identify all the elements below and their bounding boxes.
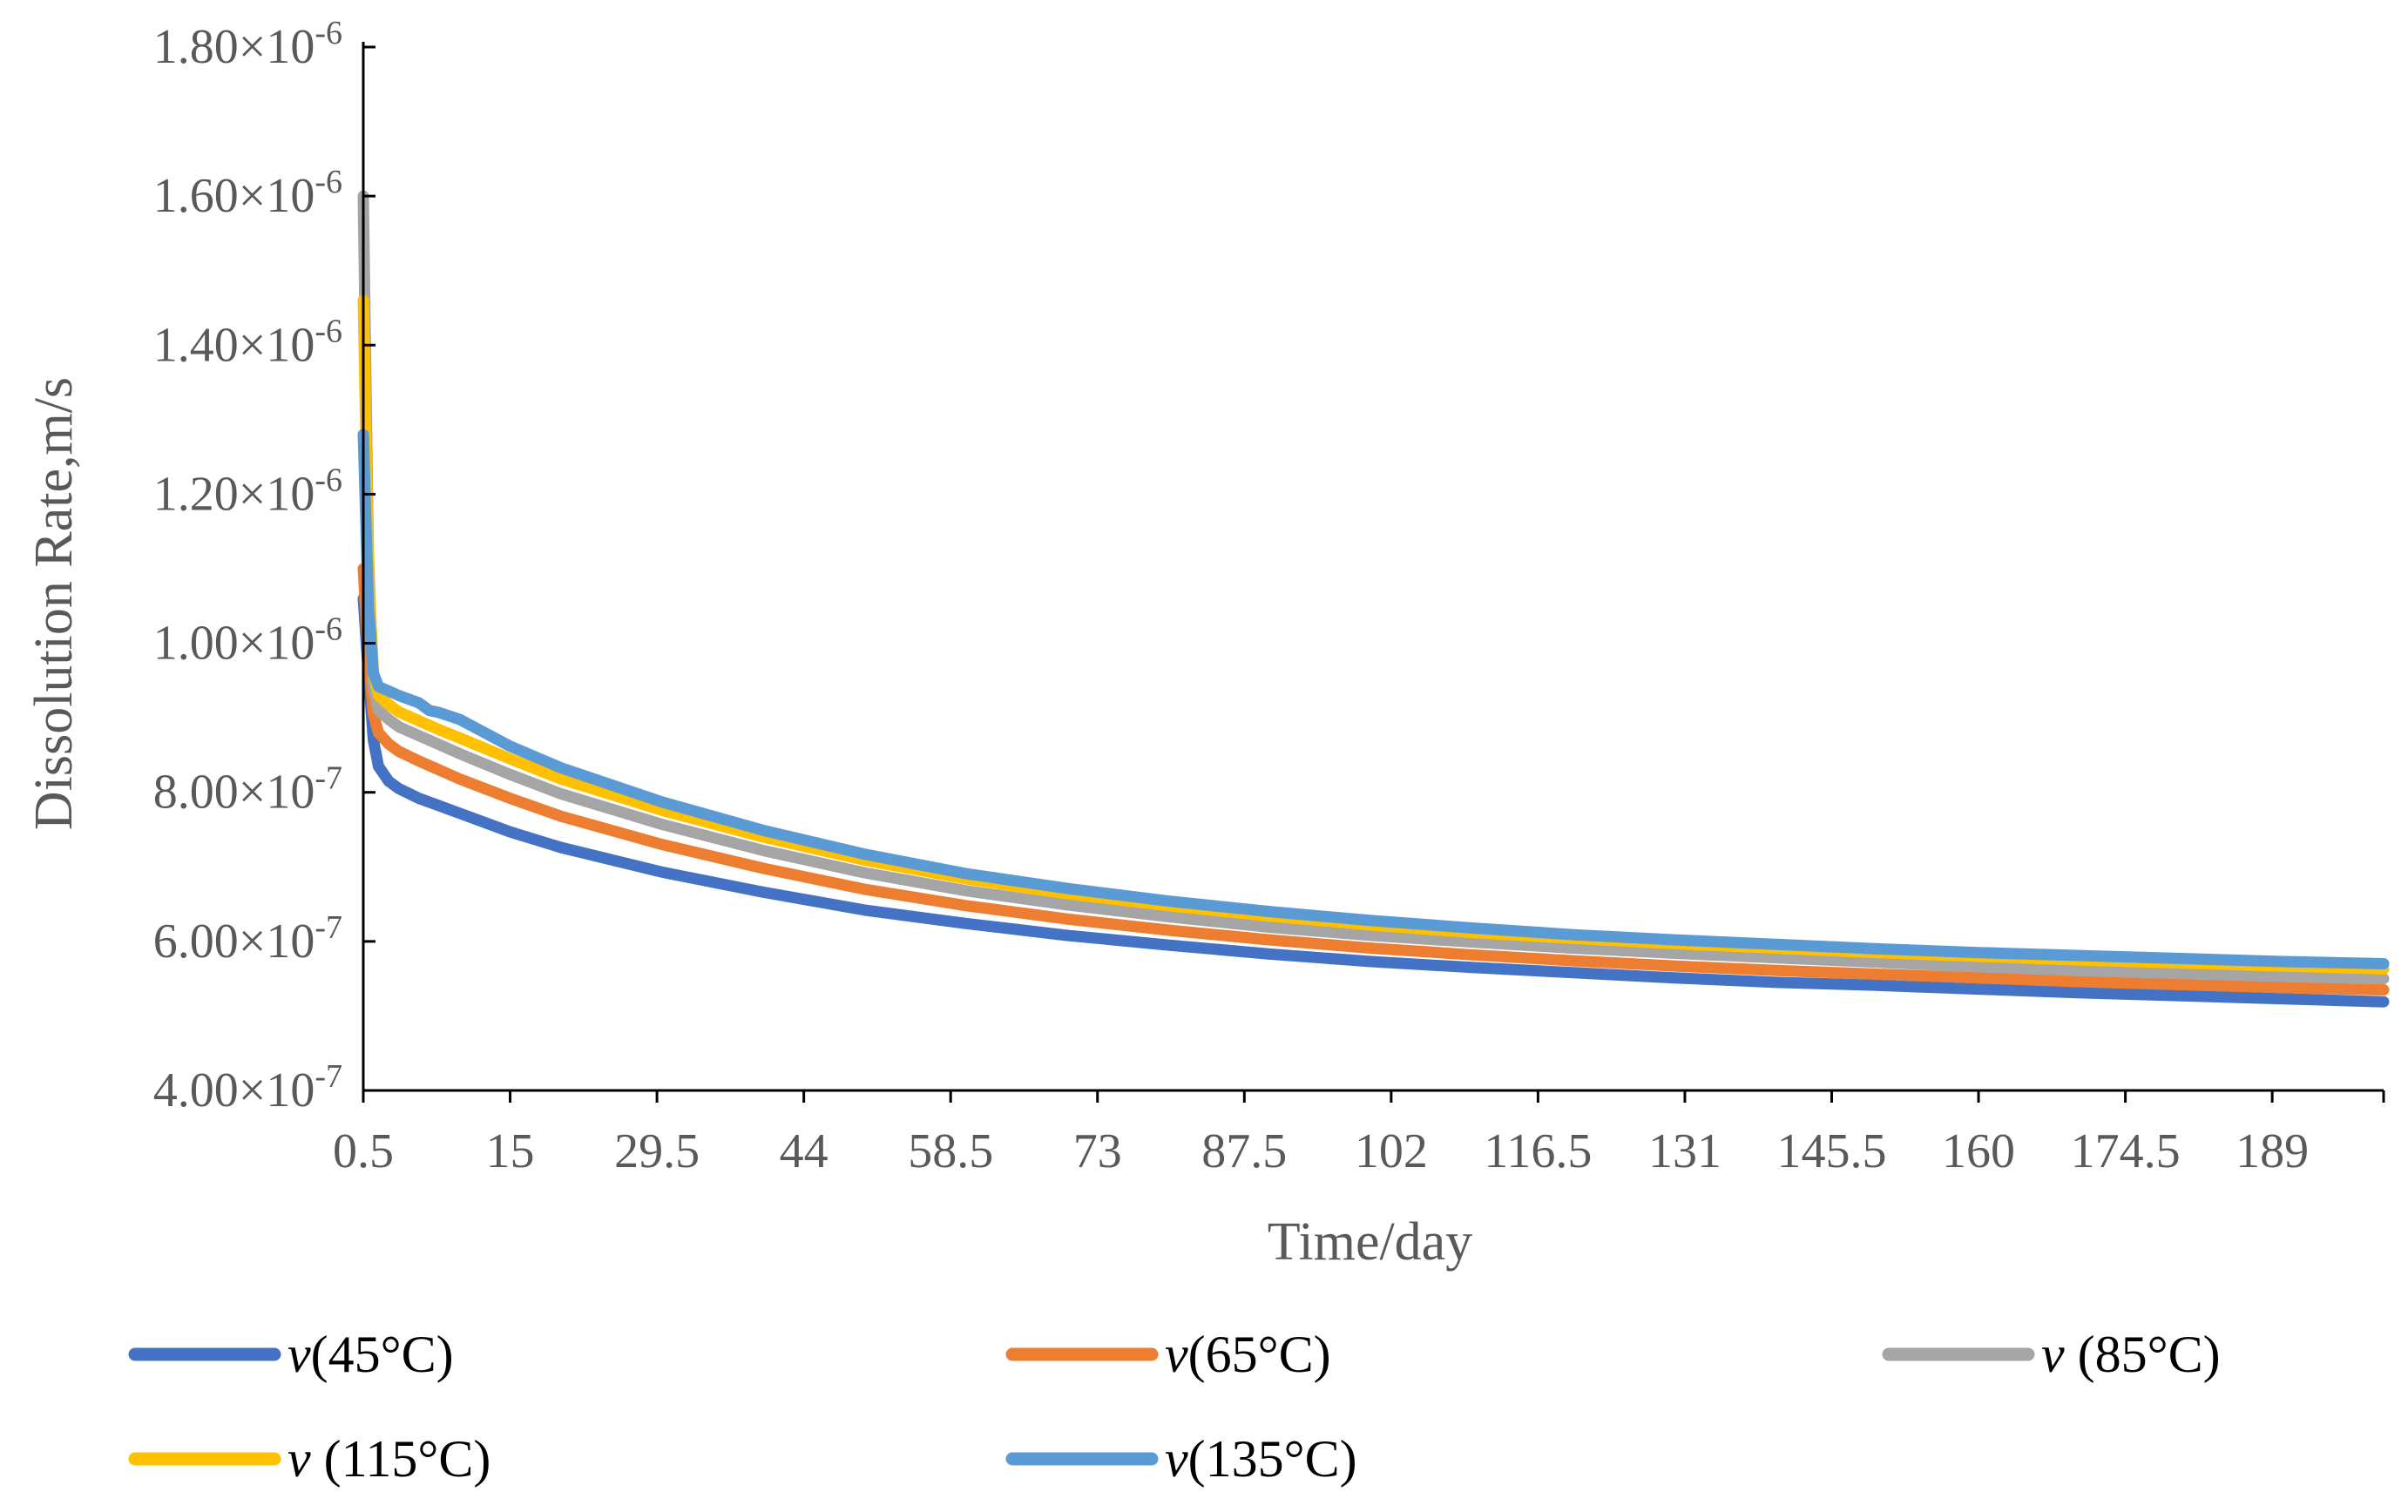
x-tick-label: 102 [1355, 1124, 1428, 1178]
x-tick-label: 160 [1942, 1124, 2015, 1178]
y-tick-label: 1.00×10-6 [153, 611, 342, 671]
x-axis: 0.5 15 29.5 44 58.5 73 87.5 102 116.5 131 145.5 160… [333, 1089, 2385, 1272]
x-tick-label: 174.5 [2071, 1124, 2181, 1178]
legend-item: v(45°C) [128, 1326, 454, 1383]
legend-item: v(135°C) [1005, 1430, 1357, 1488]
series-line-3 [357, 190, 2390, 985]
x-tick-label: 15 [486, 1124, 535, 1178]
y-tick-label: 8.00×10-7 [153, 760, 342, 820]
x-tick-label: 0.5 [333, 1124, 394, 1178]
y-tick-label: 1.80×10-6 [153, 15, 342, 74]
x-tick-label: 58.5 [908, 1124, 993, 1178]
y-tick-label: 1.40×10-6 [153, 313, 342, 372]
y-tick-label: 4.00×10-7 [153, 1058, 342, 1117]
legend: v(45°C) v(65°C) v (85°C) v (115°C) v(135°C) [128, 1326, 2221, 1488]
y-axis-title: Dissolution Rate,m/s [24, 377, 84, 830]
x-tick-label: 189 [2236, 1124, 2309, 1178]
legend-label: v(45°C) [287, 1326, 454, 1383]
x-axis-title: Time/day [1268, 1212, 1472, 1272]
legend-item: v (85°C) [1882, 1326, 2221, 1383]
x-tick-label: 73 [1073, 1124, 1122, 1178]
x-tick-label: 29.5 [614, 1124, 700, 1178]
x-tick-label: 145.5 [1776, 1124, 1886, 1178]
y-tick-label: 1.20×10-6 [153, 462, 342, 521]
y-tick-label: 1.60×10-6 [153, 164, 342, 223]
legend-label: v (115°C) [287, 1430, 490, 1488]
series-line-2 [357, 563, 2390, 996]
legend-label: v(135°C) [1165, 1430, 1357, 1488]
series-line-1 [357, 592, 2390, 1008]
legend-item: v(65°C) [1005, 1326, 1331, 1383]
plot-lines [357, 190, 2390, 1008]
x-tick-label: 44 [780, 1124, 829, 1178]
x-tick-label: 131 [1648, 1124, 1721, 1178]
legend-label: v(65°C) [1165, 1326, 1331, 1383]
legend-label: v (85°C) [2041, 1326, 2221, 1383]
series-line-5 [357, 429, 2390, 969]
y-tick-label: 6.00×10-7 [153, 909, 342, 969]
x-tick-label: 87.5 [1201, 1124, 1287, 1178]
legend-item: v (115°C) [128, 1430, 490, 1488]
x-tick-label: 116.5 [1484, 1124, 1592, 1178]
y-axis: 4.00×10-7 6.00×10-7 8.00×10-7 1.00×10-6 1.20… [24, 15, 375, 1117]
